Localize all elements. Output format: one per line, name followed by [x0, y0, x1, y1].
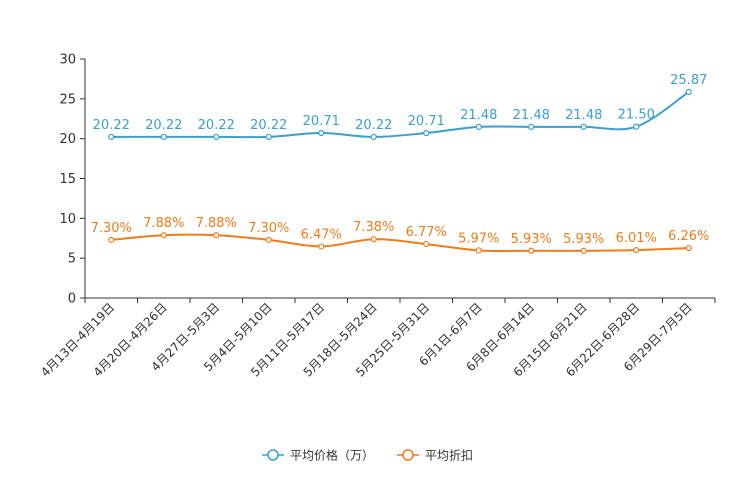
data-point — [265, 236, 272, 243]
series-line — [111, 233, 689, 253]
y-tick-label: 30 — [59, 53, 76, 68]
data-point — [108, 236, 115, 243]
legend-marker — [267, 449, 279, 461]
data-label: 21.48 — [565, 108, 602, 123]
data-label: 20.71 — [303, 114, 340, 129]
data-point — [370, 133, 377, 141]
data-label: 20.22 — [198, 118, 235, 133]
data-point — [213, 133, 220, 141]
data-point — [265, 133, 272, 141]
y-tick-label: 10 — [59, 212, 76, 227]
data-point — [685, 245, 692, 252]
data-label: 5.93% — [511, 232, 552, 247]
legend: 平均价格（万） 平均折扣 — [262, 448, 473, 463]
data-label: 20.22 — [93, 118, 130, 133]
data-point — [475, 247, 482, 254]
data-point — [475, 123, 482, 130]
y-tick-label: 15 — [59, 172, 76, 187]
data-point — [685, 88, 692, 96]
series-1: 20.22 20.22 20.22 20.22 20.71 20.22 20.71 21.48… — [93, 73, 707, 141]
data-point — [528, 247, 535, 254]
data-label: 5.93% — [563, 232, 604, 247]
data-point — [423, 129, 430, 137]
y-tick-label: 20 — [59, 132, 76, 147]
data-label: 20.71 — [408, 114, 445, 129]
data-label: 7.88% — [143, 216, 184, 231]
legend-label: 平均折扣 — [425, 448, 473, 463]
data-point — [318, 129, 325, 137]
data-label: 6.77% — [406, 225, 447, 240]
data-point — [633, 123, 640, 130]
series-line — [111, 91, 690, 139]
y-tick-label: 5 — [68, 252, 76, 267]
data-point — [370, 236, 377, 243]
data-label: 20.22 — [355, 118, 392, 133]
data-point — [213, 232, 220, 239]
data-label: 7.30% — [91, 221, 132, 236]
data-label: 7.88% — [196, 216, 237, 231]
data-label: 7.38% — [353, 220, 394, 235]
data-label: 20.22 — [250, 118, 287, 133]
legend-label: 平均价格（万） — [290, 448, 374, 463]
data-label: 5.97% — [458, 231, 499, 246]
data-label: 7.30% — [248, 221, 289, 236]
data-label: 21.48 — [460, 108, 497, 123]
data-point — [160, 133, 167, 141]
data-label: 20.22 — [145, 118, 182, 133]
legend-marker — [402, 449, 414, 461]
data-point — [580, 123, 587, 130]
data-point — [423, 240, 430, 248]
data-point — [108, 133, 115, 141]
data-point — [318, 243, 325, 250]
data-point — [528, 123, 535, 130]
data-label: 21.48 — [513, 108, 550, 123]
data-point — [160, 232, 167, 239]
data-point — [580, 247, 587, 254]
legend-item-1: 平均价格（万） — [262, 448, 374, 463]
y-tick-label: 25 — [59, 92, 76, 107]
data-point — [633, 247, 640, 254]
data-label: 6.26% — [668, 229, 709, 244]
y-tick-label: 0 — [68, 292, 76, 307]
data-label: 6.01% — [616, 231, 657, 246]
series-layer: 20.22 20.22 20.22 20.22 20.71 20.22 20.71 21.48… — [91, 73, 709, 254]
series-2: 7.30% 7.88% 7.88% 7.30% 6.47% 7.38% 6.77% 5.97%… — [91, 216, 709, 254]
legend-item-2: 平均折扣 — [397, 448, 473, 463]
axes: 0510152025304月13日-4月19日4月20日-4月26日4月27日-… — [38, 53, 716, 380]
data-label: 6.47% — [301, 227, 342, 242]
data-label: 25.87 — [670, 73, 707, 88]
data-label: 21.50 — [618, 108, 655, 123]
